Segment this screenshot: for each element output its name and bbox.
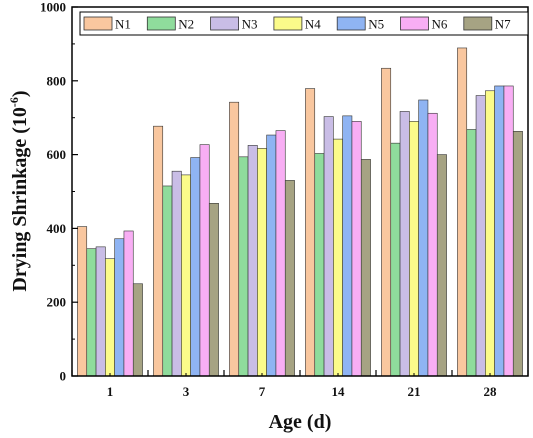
bar-n6-day-21: [427, 112, 438, 377]
bar-n4-day-3: [181, 174, 191, 377]
bar-n3-day-28: [475, 95, 486, 377]
bar-n1-day-7: [229, 101, 240, 377]
bar-n5-day-14: [342, 115, 353, 377]
x-tick-label-day-7: 7: [259, 384, 266, 399]
y-axis-title-exponent: -6: [7, 97, 21, 107]
bar-n2-day-3: [162, 185, 173, 377]
legend-swatch-n2: [146, 16, 176, 31]
bar-n5-day-21: [418, 99, 429, 377]
x-tick-label-day-21: 21: [408, 384, 421, 399]
bar-n6-day-3: [199, 144, 210, 377]
legend-label-n2: N2: [178, 17, 194, 32]
legend-label-n1: N1: [115, 17, 131, 32]
bar-n7-day-7: [284, 180, 295, 377]
x-tick-label-day-28: 28: [484, 384, 498, 399]
bar-n1-day-1: [77, 226, 88, 377]
y-axis-title-close: ): [9, 90, 31, 97]
y-tick-label: 400: [47, 221, 67, 236]
legend-swatch-n6: [400, 16, 429, 31]
bar-n6-day-1: [123, 230, 134, 377]
bar-n7-day-28: [512, 131, 523, 377]
bar-n5-day-1: [114, 238, 125, 377]
y-tick-label: 200: [47, 295, 67, 310]
legend-swatch-n3: [210, 16, 240, 31]
bar-n7-day-21: [436, 154, 447, 377]
x-tick-label-day-3: 3: [183, 384, 190, 399]
bar-n6-day-7: [275, 130, 286, 377]
bar-n3-day-21: [399, 111, 410, 377]
bar-n6-day-14: [351, 121, 362, 377]
bar-n4-day-14: [333, 138, 343, 377]
legend-label-n5: N5: [368, 17, 384, 32]
y-axis-title: Drying Shrinkage (10-6): [7, 90, 31, 291]
legend-swatch-n5: [336, 16, 366, 31]
bar-n5-day-7: [266, 134, 277, 377]
bar-n4-day-1: [105, 258, 115, 377]
x-tick-label-day-1: 1: [107, 384, 114, 399]
legend-swatch-n1: [83, 16, 113, 31]
legend-swatch-n4: [273, 16, 303, 31]
y-axis: 0 200 400 600 800 1000: [40, 0, 78, 384]
bar-n3-day-1: [95, 246, 106, 377]
bar-n4-day-7: [257, 148, 267, 377]
legend-label-n3: N3: [242, 17, 258, 32]
bar-n3-day-14: [323, 116, 334, 377]
bar-n7-day-1: [132, 283, 143, 377]
bar-n7-day-3: [208, 203, 219, 377]
bar-n2-day-1: [86, 248, 97, 377]
legend-label-n4: N4: [305, 17, 321, 32]
bars-layer: [77, 47, 523, 377]
bar-n1-day-3: [153, 125, 164, 377]
legend-label-n7: N7: [495, 17, 511, 32]
bar-n2-day-21: [390, 142, 401, 377]
bar-n7-day-14: [360, 159, 371, 377]
x-axis-title: Age (d): [269, 411, 332, 433]
y-axis-title-main: Drying Shrinkage (10: [9, 107, 31, 291]
y-tick-label: 600: [47, 147, 67, 162]
y-tick-label: 1000: [40, 0, 66, 15]
legend-label-n6: N6: [432, 17, 448, 32]
bar-n4-day-28: [485, 90, 495, 377]
bar-n2-day-14: [314, 153, 325, 377]
x-axis: 1 3 7 14 21 28: [71, 370, 529, 399]
bar-n2-day-7: [238, 156, 249, 377]
x-tick-label-day-14: 14: [332, 384, 346, 399]
bar-n3-day-7: [247, 145, 258, 377]
bar-n1-day-14: [305, 88, 316, 377]
y-tick-label: 0: [60, 369, 67, 384]
bar-n5-day-28: [494, 85, 505, 377]
bar-n6-day-28: [503, 85, 514, 377]
bar-n5-day-3: [190, 157, 201, 377]
bar-n3-day-3: [171, 170, 182, 377]
bar-n1-day-28: [457, 47, 468, 377]
bar-n1-day-21: [381, 67, 392, 377]
bar-n4-day-21: [409, 121, 419, 377]
legend: N1 N2 N3 N4 N5 N6 N7: [79, 11, 529, 36]
y-tick-label: 800: [47, 73, 67, 88]
legend-swatch-n7: [463, 16, 493, 31]
bar-n2-day-28: [466, 129, 477, 377]
